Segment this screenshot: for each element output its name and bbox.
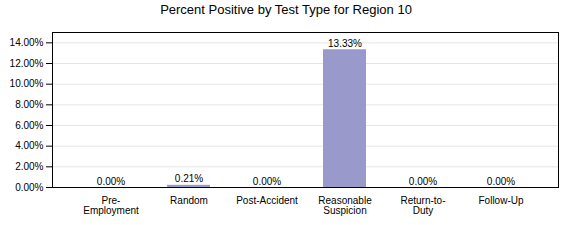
svg-text:10.00%: 10.00% [10, 78, 44, 89]
svg-text:12.00%: 12.00% [10, 58, 44, 69]
svg-text:6.00%: 6.00% [15, 120, 43, 131]
svg-text:Random: Random [170, 195, 208, 206]
svg-text:Return-to-Duty: Return-to-Duty [400, 195, 445, 216]
svg-text:0.00%: 0.00% [253, 176, 281, 187]
svg-text:8.00%: 8.00% [15, 99, 43, 110]
svg-text:2.00%: 2.00% [15, 161, 43, 172]
svg-text:0.21%: 0.21% [175, 173, 203, 184]
svg-text:4.00%: 4.00% [15, 140, 43, 151]
svg-text:0.00%: 0.00% [487, 176, 515, 187]
html-text:Percent Positive by Test Type: Percent Positive by Test Type for Region… [160, 2, 412, 17]
svg-text:ReasonableSuspicion: ReasonableSuspicion [318, 195, 372, 216]
svg-text:0.00%: 0.00% [409, 176, 437, 187]
svg-text:Post-Accident: Post-Accident [236, 195, 298, 206]
svg-text:0.00%: 0.00% [15, 182, 43, 193]
svg-text:Pre-Employment: Pre-Employment [83, 195, 139, 216]
svg-text:Follow-Up: Follow-Up [478, 195, 523, 206]
svg-text:13.33%: 13.33% [328, 38, 362, 49]
svg-text:0.00%: 0.00% [97, 176, 125, 187]
svg-text:14.00%: 14.00% [10, 37, 44, 48]
